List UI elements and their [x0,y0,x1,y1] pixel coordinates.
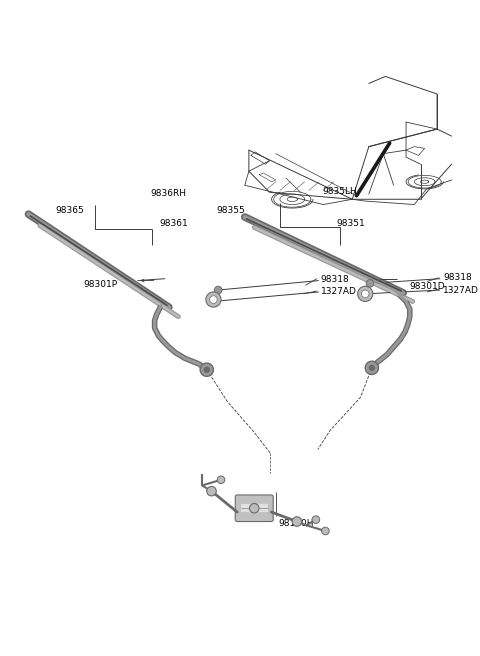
Circle shape [366,279,374,287]
Text: 1327AD: 1327AD [321,287,357,297]
Text: 98318: 98318 [321,275,349,284]
Circle shape [215,286,222,294]
Circle shape [217,476,225,483]
Text: 9836RH: 9836RH [150,189,186,198]
Text: 98361: 98361 [159,219,188,228]
Text: 98355: 98355 [216,206,245,215]
Text: 98365: 98365 [55,206,84,215]
Circle shape [250,504,259,513]
Circle shape [312,516,320,523]
Circle shape [210,296,217,303]
Text: 98301D: 98301D [410,282,445,291]
Text: 9835LH: 9835LH [323,187,357,196]
Circle shape [361,290,369,298]
Text: 1327AD: 1327AD [443,285,479,295]
Circle shape [365,361,379,375]
Circle shape [207,486,216,496]
Circle shape [200,363,214,377]
Circle shape [369,365,375,371]
Circle shape [204,367,210,373]
Text: 98318: 98318 [443,273,472,282]
Text: 98100H: 98100H [278,519,313,528]
Circle shape [206,292,221,307]
FancyBboxPatch shape [235,495,273,522]
Text: 98301P: 98301P [84,280,118,289]
Text: 98351: 98351 [337,219,365,228]
Circle shape [292,517,301,526]
Circle shape [322,527,329,535]
Circle shape [358,286,373,302]
